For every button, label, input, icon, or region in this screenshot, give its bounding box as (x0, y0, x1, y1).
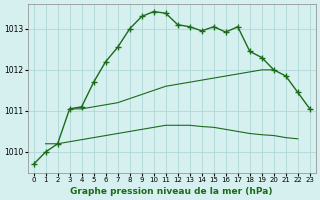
X-axis label: Graphe pression niveau de la mer (hPa): Graphe pression niveau de la mer (hPa) (70, 187, 273, 196)
